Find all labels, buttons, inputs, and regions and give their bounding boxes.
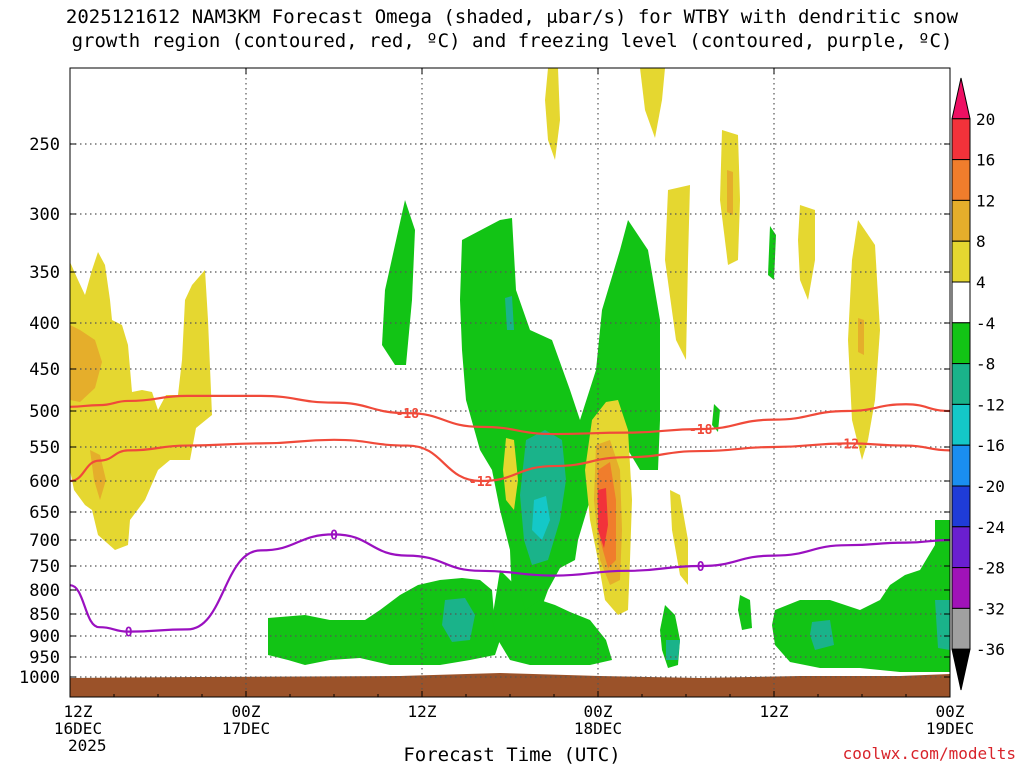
- x-tick-label: 12Z: [408, 702, 437, 721]
- colorbar-swatch: [951, 240, 971, 283]
- omega-area: [666, 640, 680, 660]
- colorbar-label: -4: [976, 314, 995, 333]
- colorbar-swatch: [951, 607, 971, 650]
- colorbar-swatch: [951, 118, 971, 161]
- omega-area: [712, 404, 720, 432]
- colorbar-swatch: [951, 526, 971, 569]
- omega-area: [598, 488, 608, 548]
- y-tick-label: 650: [29, 503, 60, 523]
- y-tick-label: 450: [29, 360, 60, 380]
- x-tick-date: 18DEC: [574, 719, 622, 738]
- omega-area: [858, 318, 864, 355]
- omega-area: [727, 170, 733, 215]
- terrain-ground: [70, 673, 950, 697]
- contour-dgz_minus12: [69, 438, 951, 483]
- colorbar-label: -36: [976, 640, 1005, 659]
- omega-shading: [70, 68, 950, 672]
- y-tick-label: 850: [29, 605, 60, 625]
- colorbar-label: -16: [976, 436, 1005, 455]
- colorbar-label: 8: [976, 232, 986, 251]
- x-tick-label: 00Z: [232, 702, 261, 721]
- y-tick-label: 350: [29, 263, 60, 283]
- omega-area: [70, 325, 102, 402]
- y-tick-label: 600: [29, 472, 60, 492]
- contour-label: -18: [689, 423, 713, 438]
- y-tick-label: 300: [29, 205, 60, 225]
- colorbar-label: 16: [976, 151, 995, 170]
- colorbar-label: -28: [976, 559, 1005, 578]
- colorbar-label: -24: [976, 518, 1005, 537]
- contour-label: 0: [697, 560, 705, 575]
- omega-area: [503, 438, 518, 510]
- omega-area: [768, 226, 776, 280]
- contour-label: 0: [125, 626, 133, 641]
- omega-area: [382, 200, 415, 365]
- y-tick-label: 500: [29, 402, 60, 422]
- colorbar-label: -32: [976, 599, 1005, 618]
- y-tick-label: 550: [29, 438, 60, 458]
- x-tick-label: 00Z: [584, 702, 613, 721]
- colorbar-swatch: [951, 363, 971, 405]
- colorbar-swatch: [951, 444, 971, 487]
- colorbar-label: 12: [976, 191, 995, 210]
- omega-area: [492, 570, 612, 665]
- contour-label: 0: [330, 528, 338, 543]
- colorbar-triangle-bottom: [951, 648, 971, 691]
- omega-area: [665, 185, 690, 360]
- contour-label: -18: [396, 407, 420, 422]
- colorbar-label: 20: [976, 110, 995, 129]
- omega-area: [505, 296, 514, 330]
- colorbar-swatch: [951, 281, 971, 324]
- y-tick-label: 950: [29, 648, 60, 668]
- omega-area: [670, 490, 688, 585]
- x-tick-year: 2025: [68, 736, 107, 755]
- contour-freezing_level: [69, 533, 951, 633]
- y-tick-label: 700: [29, 531, 60, 551]
- x-tick-date: 16DEC: [54, 719, 102, 738]
- omega-area: [935, 600, 950, 650]
- colorbar-swatch: [951, 199, 971, 242]
- colorbar-label: -8: [976, 355, 995, 374]
- omega-area: [798, 205, 815, 300]
- x-tick-label: 12Z: [64, 702, 93, 721]
- credit-text: coolwx.com/modelts: [842, 744, 1016, 763]
- x-tick-label: 12Z: [760, 702, 789, 721]
- contour-dgz_minus18: [69, 394, 951, 436]
- colorbar-label: -12: [976, 395, 1005, 414]
- colorbar-swatch: [951, 159, 971, 201]
- colorbar-label: -20: [976, 477, 1005, 496]
- ground-fill: [70, 673, 950, 697]
- omega-area: [640, 68, 665, 138]
- y-tick-label: 250: [29, 135, 60, 155]
- x-tick-date: 19DEC: [926, 719, 974, 738]
- contour-label: -12: [836, 437, 859, 452]
- y-tick-label: 900: [29, 627, 60, 647]
- colorbar-swatch: [951, 403, 971, 446]
- colorbar-swatch: [951, 567, 971, 609]
- omega-area: [545, 68, 560, 160]
- y-tick-label: 1000: [19, 668, 60, 688]
- omega-area: [532, 496, 550, 540]
- x-tick-label: 00Z: [936, 702, 965, 721]
- colorbar-swatch: [951, 322, 971, 365]
- omega-area: [738, 595, 752, 630]
- x-axis-title: Forecast Time (UTC): [403, 744, 621, 766]
- chart-title-line-1: 2025121612 NAM3KM Forecast Omega (shaded…: [65, 6, 959, 28]
- colorbar-swatch: [951, 485, 971, 528]
- omega-area: [810, 620, 834, 650]
- colorbar-label: 4: [976, 273, 986, 292]
- y-tick-label: 800: [29, 581, 60, 601]
- colorbar-triangle-top: [951, 77, 971, 120]
- x-tick-date: 17DEC: [222, 719, 270, 738]
- omega-area: [268, 578, 500, 665]
- omega-area: [442, 598, 475, 642]
- contour-label: -12: [469, 475, 492, 490]
- y-tick-label: 400: [29, 314, 60, 334]
- chart-title-line-2: growth region (contoured, red, ºC) and f…: [71, 30, 953, 52]
- y-tick-label: 750: [29, 557, 60, 577]
